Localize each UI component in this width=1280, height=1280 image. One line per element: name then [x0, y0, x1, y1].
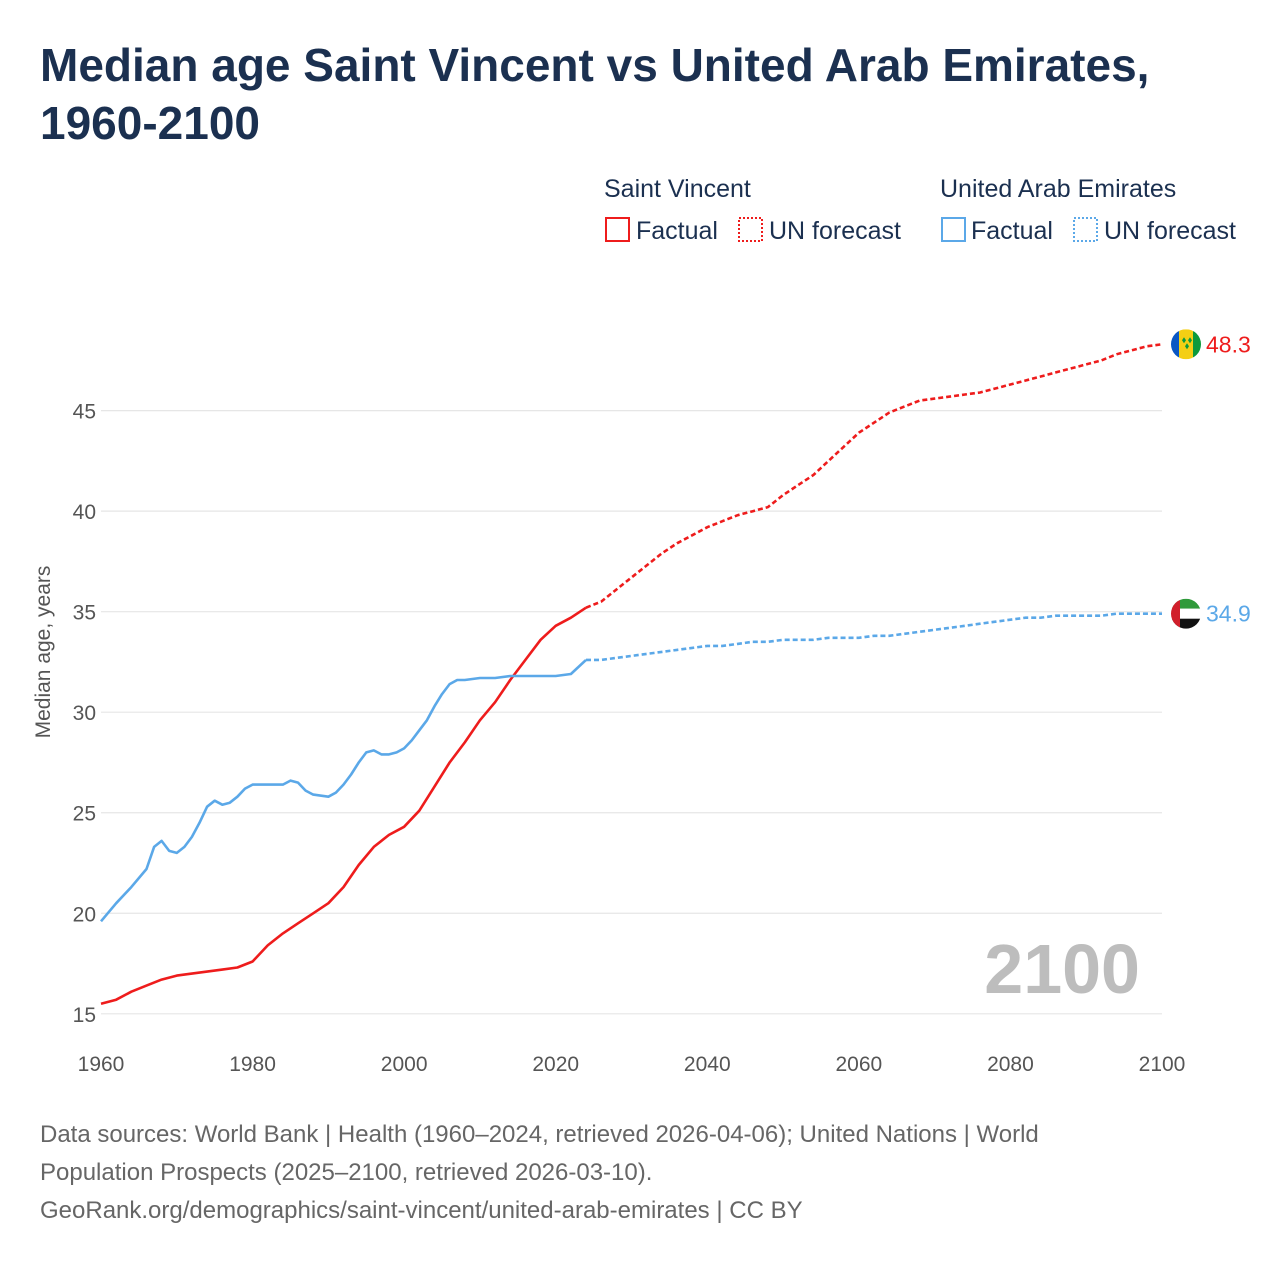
y-axis-label: Median age, years [32, 566, 55, 739]
chart-title: Median age Saint Vincent vs United Arab … [40, 39, 1150, 149]
end-label-uae: 34.9 [1206, 601, 1251, 627]
line-chart: 15 20 25 30 35 40 45 1960 1980 2000 2020 2040 2060 2… [32, 175, 1251, 1076]
series-line-uae-factual [100, 658, 587, 923]
legend-label-uae-factual: Factual [971, 217, 1053, 245]
uae-flag [1171, 598, 1201, 629]
footer-source-line-1: Data sources: World Bank | Health (1960–… [40, 1121, 1039, 1148]
grid-lines [101, 410, 1162, 1015]
x-tick-label: 1980 [229, 1053, 276, 1076]
series-line-saint-vincent-factual [100, 606, 587, 1005]
legend-swatch-uae-factual [941, 217, 966, 242]
y-tick-label: 40 [73, 501, 96, 524]
legend-label-saint-vincent-forecast: UN forecast [769, 217, 901, 245]
x-tick-label: 2060 [835, 1053, 882, 1076]
footer-source-line-2: Population Prospects (2025–2100, retriev… [40, 1159, 653, 1186]
x-axis-ticks: 1960 1980 2000 2020 2040 2060 2080 2100 [78, 1053, 1186, 1076]
y-tick-label: 35 [73, 602, 96, 625]
end-label-saint-vincent: 48.3 [1206, 331, 1251, 357]
series-line-uae-forecast [586, 612, 1162, 662]
series-line-saint-vincent-forecast [585, 343, 1163, 609]
footer: Data sources: World Bank | Health (1960–… [40, 1116, 1240, 1230]
footer-link[interactable]: GeoRank.org/demographics/saint-vincent/u… [40, 1197, 803, 1224]
x-tick-label: 2040 [684, 1053, 731, 1076]
legend-label-saint-vincent-factual: Factual [636, 217, 718, 245]
legend-label-uae-forecast: UN forecast [1104, 217, 1236, 245]
year-watermark: 2100 [984, 930, 1140, 1008]
saint-vincent-flag [1171, 329, 1201, 360]
y-tick-label: 20 [73, 903, 96, 926]
y-axis-ticks: 15 20 25 30 35 40 45 [73, 401, 96, 1027]
legend-swatch-saint-vincent-factual [605, 217, 630, 242]
end-markers: 48.3 34.9 [1171, 329, 1251, 629]
series-lines [100, 343, 1163, 1005]
x-tick-label: 2080 [987, 1053, 1034, 1076]
y-tick-label: 30 [73, 702, 96, 725]
x-tick-label: 2020 [532, 1053, 579, 1076]
y-tick-label: 45 [73, 401, 96, 424]
legend-swatch-uae-forecast [1073, 217, 1098, 242]
legend-group-saint-vincent: Saint Vincent [604, 175, 751, 203]
x-tick-label: 2100 [1139, 1053, 1186, 1076]
y-tick-label: 15 [73, 1004, 96, 1027]
legend-group-uae: United Arab Emirates [940, 175, 1176, 203]
legend-swatch-saint-vincent-forecast [738, 217, 763, 242]
legend: Saint Vincent Factual UN forecast United… [604, 175, 1236, 245]
x-tick-label: 1960 [78, 1053, 125, 1076]
y-tick-label: 25 [73, 803, 96, 826]
x-tick-label: 2000 [381, 1053, 428, 1076]
